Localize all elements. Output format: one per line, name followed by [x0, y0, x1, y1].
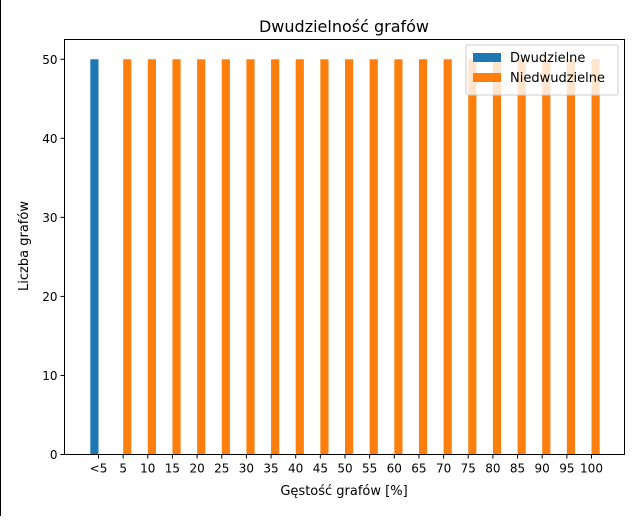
x-tick-label: 90	[535, 462, 550, 476]
bar-niedwudzielne-17	[517, 59, 526, 455]
bar-niedwudzielne-8	[295, 59, 304, 455]
bar-niedwudzielne-15	[468, 59, 477, 455]
x-tick-label: 80	[485, 462, 500, 476]
x-tick-label: 25	[214, 462, 229, 476]
axes-layer: <5 5 10 15 20 25 30 35 40 45 50 55 60 65 70 75 80 85 90 95 1…	[42, 53, 603, 476]
x-tick-label: 15	[165, 462, 180, 476]
x-tick-label: 30	[239, 462, 254, 476]
y-tick-label: 20	[42, 290, 57, 304]
y-tick-label: 30	[42, 211, 57, 225]
bars-layer	[90, 59, 600, 455]
y-axis-label: Liczba grafów	[17, 201, 32, 291]
x-tick-label: 60	[387, 462, 402, 476]
x-tick-label: 45	[313, 462, 328, 476]
legend-swatch-dwudzielne	[473, 53, 501, 62]
x-tick-label: 50	[337, 462, 352, 476]
y-tick-label: 50	[42, 53, 57, 67]
x-tick-label: 40	[288, 462, 303, 476]
x-tick-label: 70	[436, 462, 451, 476]
x-tick-label: 65	[411, 462, 426, 476]
bar-niedwudzielne-16	[492, 59, 502, 455]
bar-niedwudzielne-5	[221, 59, 230, 455]
y-tick-label: 40	[42, 132, 57, 146]
chart-title: Dwudzielność grafów	[259, 17, 429, 36]
x-tick-label: 75	[461, 462, 476, 476]
plot-area-frame	[64, 39, 625, 455]
legend-label-dwudzielne: Dwudzielne	[510, 51, 585, 66]
x-axis-label: Gęstość grafów [%]	[280, 484, 407, 499]
legend-label-niedwudzielne: Niedwudzielne	[510, 71, 605, 86]
bar-niedwudzielne-18	[542, 59, 551, 455]
legend-swatch-niedwudzielne	[473, 73, 501, 82]
x-tick-label: 85	[510, 462, 525, 476]
x-tick-label: 100	[580, 462, 603, 476]
x-tick-label: <5	[90, 462, 108, 476]
bar-niedwudzielne-13	[418, 59, 428, 455]
legend-box	[465, 44, 619, 96]
x-tick-label: 95	[559, 462, 574, 476]
x-tick-label: 5	[119, 462, 127, 476]
bar-niedwudzielne-1	[123, 59, 132, 455]
bar-niedwudzielne-4	[197, 59, 206, 455]
y-tick-label: 0	[50, 448, 58, 462]
bar-dwudzielne-0	[90, 59, 99, 455]
x-tick-label: 10	[140, 462, 155, 476]
x-tick-label: 35	[263, 462, 278, 476]
bar-niedwudzielne-7	[271, 59, 280, 455]
bar-niedwudzielne-2	[147, 59, 156, 455]
y-tick-label: 10	[42, 369, 57, 383]
x-tick-label: 20	[189, 462, 204, 476]
bar-niedwudzielne-14	[443, 59, 452, 455]
bar-niedwudzielne-19	[566, 59, 576, 455]
bar-niedwudzielne-20	[591, 59, 600, 455]
legend: Dwudzielne Niedwudzielne	[465, 44, 619, 96]
bar-niedwudzielne-12	[394, 59, 403, 455]
bar-niedwudzielne-6	[246, 59, 255, 455]
bar-niedwudzielne-10	[345, 59, 354, 455]
bar-niedwudzielne-11	[369, 59, 378, 455]
x-tick-label: 55	[362, 462, 377, 476]
bar-niedwudzielne-3	[172, 59, 181, 455]
bar-niedwudzielne-9	[320, 59, 329, 455]
